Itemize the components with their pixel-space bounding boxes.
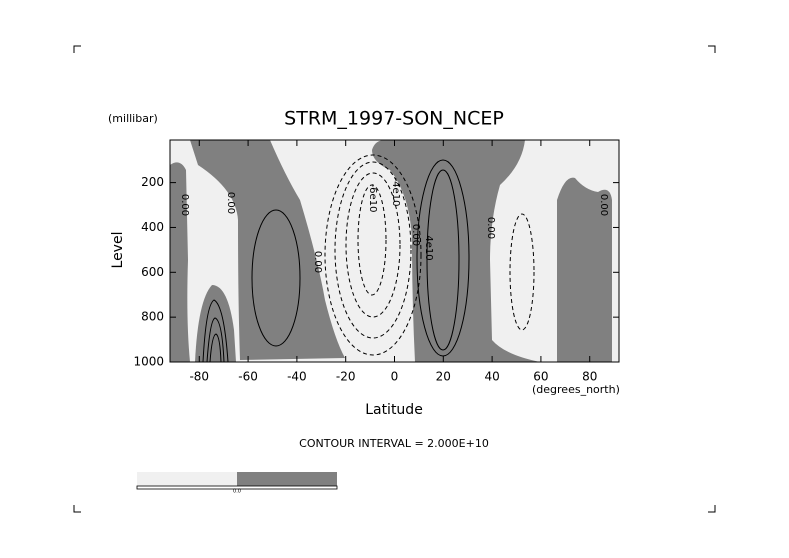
y-tick-label: 600 <box>141 265 164 279</box>
contour-label: 0.00 <box>485 217 496 239</box>
x-tick-label: 80 <box>582 370 597 384</box>
x-tick-label: -40 <box>287 370 307 384</box>
y-tick-label: 400 <box>141 220 164 234</box>
contour-label: -4e10 <box>390 178 401 207</box>
x-tick-label: 0 <box>391 370 399 384</box>
colorbar-label: 0.0 <box>233 489 241 495</box>
x-unit: (degrees_north) <box>532 383 620 396</box>
x-axis-label: Latitude <box>365 402 423 418</box>
x-tick-label: 20 <box>436 370 451 384</box>
colorbar: 0.0 <box>136 472 338 495</box>
contour-label: 0.00 <box>410 224 421 246</box>
y-tick-label: 200 <box>141 175 164 189</box>
y-unit: (millibar) <box>108 112 158 125</box>
y-tick-label: 800 <box>141 310 164 324</box>
x-tick-label: -20 <box>336 370 356 384</box>
colorbar-axis <box>136 485 338 490</box>
contour-label: 0.00 <box>225 192 236 214</box>
y-tick-label: 1000 <box>133 355 164 369</box>
x-tick-label: -80 <box>189 370 209 384</box>
colorbar-negative <box>137 472 237 486</box>
y-axis-label: Level <box>110 232 126 269</box>
x-tick-label: 60 <box>533 370 548 384</box>
chart-title: STRM_1997-SON_NCEP <box>284 108 504 130</box>
corner-marks <box>73 45 716 513</box>
contour-label: 0.00 <box>312 251 323 273</box>
colorbar-positive <box>237 472 337 486</box>
contour-label: 0.00 <box>598 194 609 216</box>
x-tick-label: -60 <box>238 370 258 384</box>
contour-field <box>169 139 620 363</box>
contour-label: 0.00 <box>179 194 190 216</box>
contour-label: -6e10 <box>367 184 378 213</box>
contour-label: 4e10 <box>423 235 434 260</box>
x-tick-label: 40 <box>484 370 499 384</box>
subtitle: CONTOUR INTERVAL = 2.000E+10 <box>299 437 489 450</box>
